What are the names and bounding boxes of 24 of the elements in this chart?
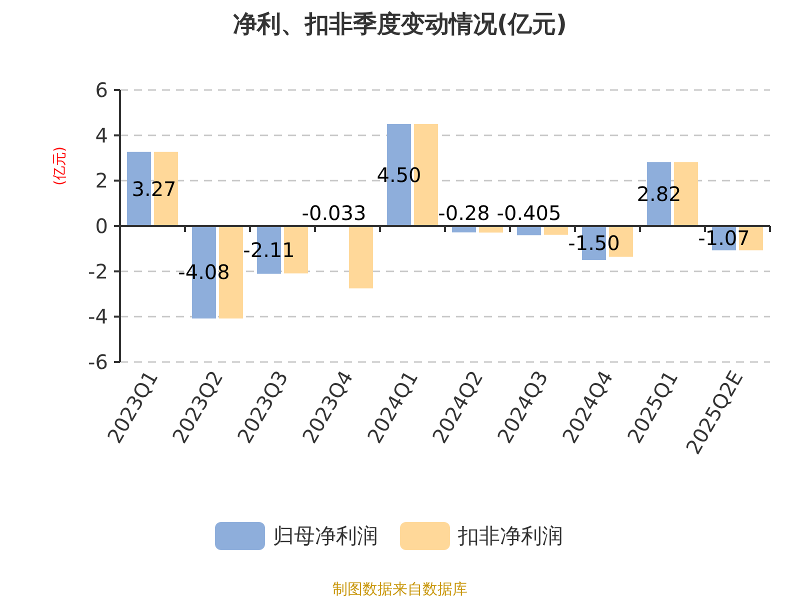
y-tick-label: -4 xyxy=(88,304,108,329)
y-tick-label: 0 xyxy=(95,214,108,238)
data-label: -1.50 xyxy=(568,231,620,255)
y-tick-label: 6 xyxy=(95,78,108,102)
legend-label: 归母净利润 xyxy=(273,524,378,548)
data-label: 4.50 xyxy=(376,163,422,187)
data-label: -0.033 xyxy=(302,201,366,225)
y-tick-label: 4 xyxy=(95,123,108,148)
bar xyxy=(349,226,373,288)
y-axis-title: (亿元) xyxy=(52,146,68,186)
text: 制图数据来自数据库 xyxy=(332,580,468,598)
data-label: -0.28 xyxy=(438,201,490,225)
data-label: -1.07 xyxy=(698,226,750,250)
chart-title: 净利、扣非季度变动情况(亿元) xyxy=(233,10,567,38)
bar xyxy=(544,226,568,235)
data-label: -2.11 xyxy=(243,238,295,262)
data-label: -0.405 xyxy=(496,201,562,225)
legend-label: 扣非净利润 xyxy=(457,524,563,548)
y-tick-label: -2 xyxy=(88,259,108,284)
y-tick-label: 2 xyxy=(95,168,108,193)
data-label: 2.82 xyxy=(636,182,682,206)
data-label: 3.27 xyxy=(132,176,176,201)
data-label: -4.08 xyxy=(178,260,230,284)
y-tick-label: -6 xyxy=(88,350,108,374)
